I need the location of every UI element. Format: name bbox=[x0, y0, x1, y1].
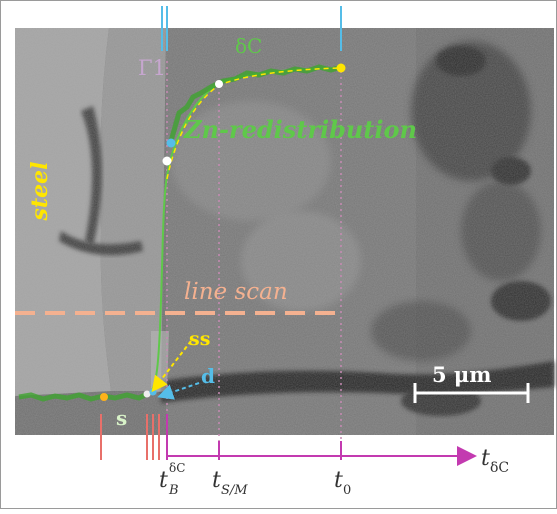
scale-bar bbox=[413, 383, 530, 403]
label-scale-bar: 5 μm bbox=[432, 362, 492, 387]
marker-white-upper bbox=[162, 156, 172, 166]
axis-label-t0: t 0 bbox=[334, 468, 351, 498]
marker-lower-white bbox=[143, 390, 151, 398]
svg-text:B: B bbox=[168, 483, 179, 498]
marker-blue-upper bbox=[166, 138, 176, 148]
axis-label-tsm: t S/M bbox=[212, 468, 248, 498]
marker-t0 bbox=[336, 63, 346, 73]
label-line-scan: line scan bbox=[184, 279, 288, 305]
svg-text:t: t bbox=[212, 468, 221, 493]
svg-text:t: t bbox=[481, 446, 490, 471]
svg-text:t: t bbox=[334, 468, 343, 493]
svg-text:0: 0 bbox=[343, 483, 351, 498]
marker-lower-blue bbox=[149, 388, 157, 396]
svg-text:δC: δC bbox=[490, 460, 509, 476]
sem-micrograph bbox=[15, 28, 554, 435]
guide-lines bbox=[166, 61, 342, 441]
label-s: s bbox=[116, 406, 127, 430]
svg-text:t: t bbox=[159, 468, 168, 493]
label-zn-redistribution: Zn-redistribution bbox=[183, 115, 417, 144]
label-delta-c: δC bbox=[235, 34, 262, 58]
time-axis bbox=[100, 414, 477, 466]
axis-label-t-deltac: t δC bbox=[481, 446, 509, 476]
marker-tsm bbox=[215, 80, 223, 88]
svg-text:S/M: S/M bbox=[221, 483, 248, 498]
label-ss: ss bbox=[189, 328, 210, 350]
axis-label-tb: t B δC bbox=[159, 461, 185, 498]
label-d: d bbox=[201, 364, 215, 388]
label-steel: steel bbox=[27, 162, 53, 222]
svg-text:δC: δC bbox=[169, 461, 185, 475]
label-gamma1: Γ1 bbox=[138, 56, 166, 80]
marker-s bbox=[100, 393, 108, 401]
ss-arrow bbox=[151, 340, 192, 393]
top-blue-ticks bbox=[161, 6, 342, 51]
